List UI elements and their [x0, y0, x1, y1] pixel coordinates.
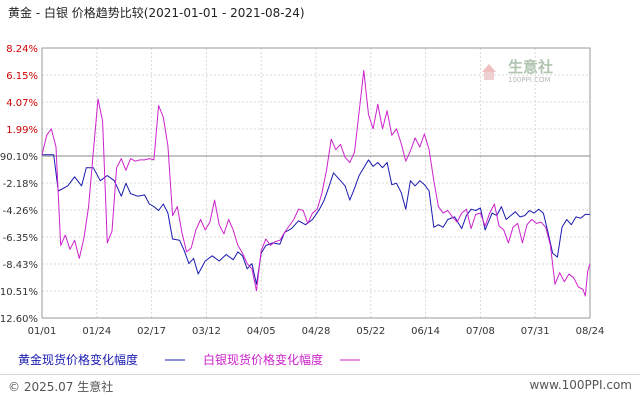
x-tick-label: 01/24 — [82, 326, 111, 337]
legend-label-silver: 白银现货价格变化幅度 — [203, 352, 323, 367]
watermark-house-icon — [484, 72, 494, 80]
y-tick-label: 6.15% — [6, 71, 38, 82]
y-tick-label: -4.26% — [3, 206, 38, 217]
x-tick-label: 02/17 — [137, 326, 166, 337]
y-tick-label: -12.60% — [0, 314, 38, 325]
x-tick-label: 07/31 — [521, 326, 550, 337]
x-tick-label: 05/22 — [356, 326, 385, 337]
plot-area-frame — [41, 47, 591, 319]
watermark-url: 100PPI.COM — [508, 76, 551, 84]
y-tick-label: 1.99% — [6, 125, 38, 136]
legend-label-gold: 黄金现货价格变化幅度 — [18, 352, 138, 367]
x-tick-label: 04/05 — [247, 326, 276, 337]
watermark-logo — [482, 64, 496, 80]
x-tick-label: 06/14 — [411, 326, 440, 337]
series-line-silver — [41, 70, 591, 297]
copyright-text: © 2025.07 生意社 — [8, 380, 114, 394]
site-url-text: www.100PPI.com — [529, 378, 632, 392]
y-tick-label: -8.43% — [3, 260, 38, 271]
series-line-gold — [42, 154, 590, 285]
y-tick-label: -10.51% — [0, 287, 38, 298]
footer-divider — [0, 374, 640, 375]
x-tick-label: 03/12 — [192, 326, 221, 337]
x-tick-label: 01/01 — [28, 326, 57, 337]
watermark-house-icon — [482, 64, 496, 72]
y-tick-label: 8.24% — [6, 44, 38, 55]
y-tick-label: 90.10% — [0, 152, 38, 163]
x-tick-label: 07/08 — [466, 326, 495, 337]
y-tick-label: -6.35% — [3, 233, 38, 244]
x-tick-label: 04/28 — [302, 326, 331, 337]
y-tick-label: 4.07% — [6, 98, 38, 109]
x-tick-label: 08/24 — [576, 326, 605, 337]
chart-title: 黄金 - 白银 价格趋势比较(2021-01-01 - 2021-08-24) — [8, 6, 305, 20]
watermark-text: 生意社 — [508, 58, 553, 76]
y-tick-label: -2.18% — [3, 179, 38, 190]
